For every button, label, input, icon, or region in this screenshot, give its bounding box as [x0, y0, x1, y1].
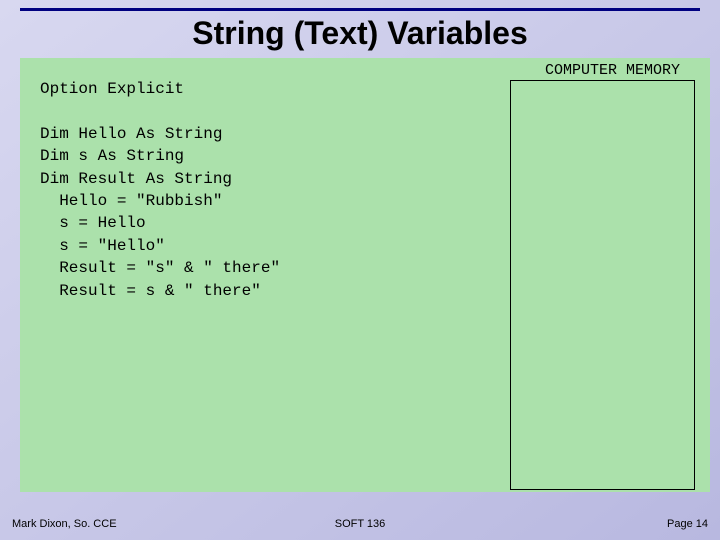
content-area: Option Explicit Dim Hello As String Dim … — [20, 58, 710, 492]
memory-label: COMPUTER MEMORY — [545, 62, 680, 79]
header-rule — [20, 8, 700, 11]
footer-author: Mark Dixon, So. CCE — [12, 518, 117, 530]
footer-page: Page 14 — [667, 518, 708, 530]
footer-course: SOFT 136 — [335, 518, 386, 530]
memory-box — [510, 80, 695, 490]
footer: Mark Dixon, So. CCE SOFT 136 Page 14 — [12, 518, 708, 530]
code-block: Option Explicit Dim Hello As String Dim … — [40, 78, 280, 302]
page-title: String (Text) Variables — [0, 15, 720, 52]
